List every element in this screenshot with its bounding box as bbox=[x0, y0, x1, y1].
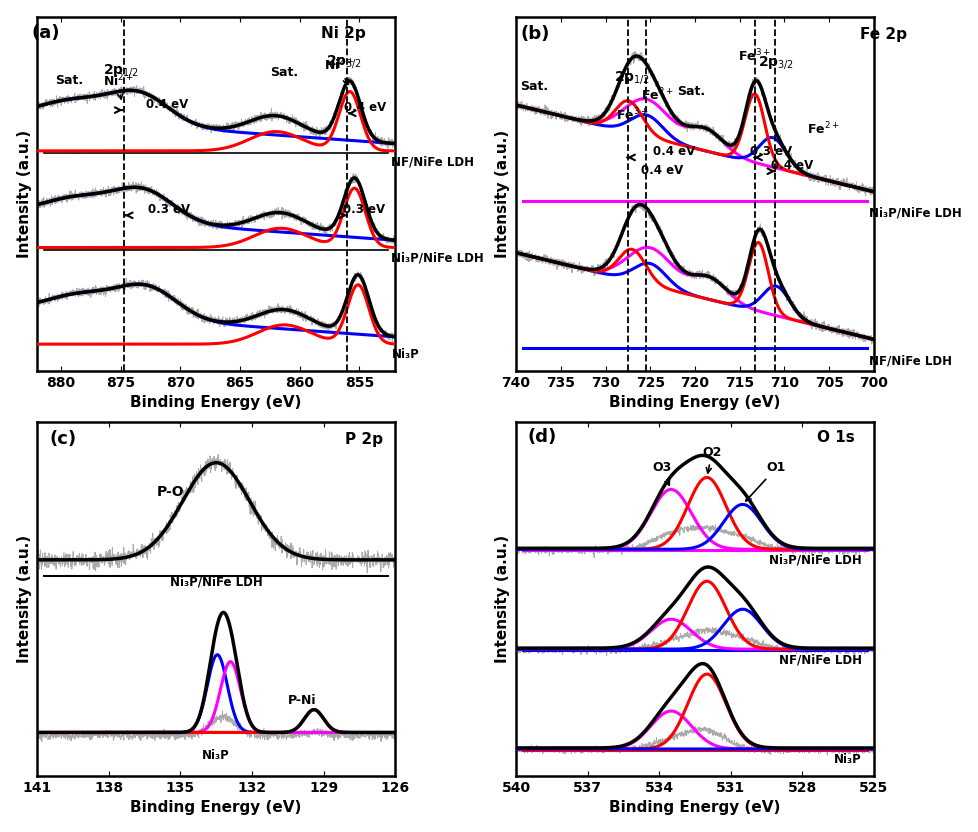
Text: Ni₃P/NiFe LDH: Ni₃P/NiFe LDH bbox=[769, 553, 861, 567]
X-axis label: Binding Energy (eV): Binding Energy (eV) bbox=[608, 395, 779, 410]
Text: NF/NiFe LDH: NF/NiFe LDH bbox=[778, 653, 861, 666]
Y-axis label: Intensity (a.u.): Intensity (a.u.) bbox=[495, 130, 510, 258]
Text: Fe$^{3+}$: Fe$^{3+}$ bbox=[615, 106, 648, 123]
Text: 0.4 eV: 0.4 eV bbox=[652, 146, 694, 158]
Text: 0.4 eV: 0.4 eV bbox=[146, 98, 188, 111]
Text: P-O: P-O bbox=[156, 485, 184, 499]
Text: Fe$^{3+}$: Fe$^{3+}$ bbox=[737, 47, 770, 64]
Text: P 2p: P 2p bbox=[345, 433, 382, 448]
Y-axis label: Intensity (a.u.): Intensity (a.u.) bbox=[17, 130, 31, 258]
Text: 0.4 eV: 0.4 eV bbox=[343, 102, 385, 114]
Text: (a): (a) bbox=[31, 24, 60, 42]
Text: Ni₃P/NiFe LDH: Ni₃P/NiFe LDH bbox=[391, 252, 484, 265]
Text: Fe$^{2+}$: Fe$^{2+}$ bbox=[806, 121, 839, 138]
Text: Ni₃P: Ni₃P bbox=[833, 753, 861, 766]
Text: Ni 2p: Ni 2p bbox=[320, 26, 365, 41]
Text: NF/NiFe LDH: NF/NiFe LDH bbox=[391, 156, 474, 168]
Text: Ni₃P: Ni₃P bbox=[202, 749, 230, 762]
Text: (b): (b) bbox=[520, 25, 550, 43]
Text: 0.3 eV: 0.3 eV bbox=[750, 146, 792, 158]
Text: Fe 2p: Fe 2p bbox=[860, 27, 907, 42]
Text: (d): (d) bbox=[527, 428, 556, 445]
Text: O 1s: O 1s bbox=[817, 429, 854, 444]
Text: P-Ni: P-Ni bbox=[288, 694, 316, 707]
Text: Ni$^{2+}$: Ni$^{2+}$ bbox=[103, 73, 133, 99]
Text: 2p$_{3/2}$: 2p$_{3/2}$ bbox=[757, 54, 793, 72]
Text: (c): (c) bbox=[49, 430, 76, 448]
Text: Ni₃P/NiFe LDH: Ni₃P/NiFe LDH bbox=[868, 206, 961, 220]
Text: Ni$^{2+}$: Ni$^{2+}$ bbox=[323, 57, 354, 84]
Text: Sat.: Sat. bbox=[55, 74, 83, 87]
Text: 2p$_{3/2}$: 2p$_{3/2}$ bbox=[326, 53, 362, 71]
Y-axis label: Intensity (a.u.): Intensity (a.u.) bbox=[17, 535, 31, 663]
Text: Fe$^{2+}$: Fe$^{2+}$ bbox=[641, 87, 674, 103]
Text: 0.3 eV: 0.3 eV bbox=[148, 203, 190, 216]
Text: O2: O2 bbox=[701, 447, 721, 473]
Text: 0.4 eV: 0.4 eV bbox=[641, 164, 683, 177]
Text: O3: O3 bbox=[651, 462, 671, 485]
X-axis label: Binding Energy (eV): Binding Energy (eV) bbox=[130, 395, 301, 410]
Text: 0.3 eV: 0.3 eV bbox=[342, 203, 384, 216]
Text: NF/NiFe LDH: NF/NiFe LDH bbox=[868, 354, 952, 367]
Text: Sat.: Sat. bbox=[270, 66, 297, 79]
Text: 0.4 eV: 0.4 eV bbox=[771, 159, 813, 172]
X-axis label: Binding Energy (eV): Binding Energy (eV) bbox=[130, 800, 301, 815]
Text: 2p$_{1/2}$: 2p$_{1/2}$ bbox=[103, 62, 139, 79]
Y-axis label: Intensity (a.u.): Intensity (a.u.) bbox=[495, 535, 510, 663]
Text: Sat.: Sat. bbox=[520, 81, 548, 93]
Text: Sat.: Sat. bbox=[677, 86, 704, 98]
X-axis label: Binding Energy (eV): Binding Energy (eV) bbox=[608, 800, 779, 815]
Text: Ni₃P: Ni₃P bbox=[391, 349, 419, 361]
Text: O1: O1 bbox=[745, 462, 785, 501]
Text: Ni₃P/NiFe LDH: Ni₃P/NiFe LDH bbox=[169, 575, 262, 588]
Text: 2p$_{1/2}$: 2p$_{1/2}$ bbox=[614, 69, 649, 86]
